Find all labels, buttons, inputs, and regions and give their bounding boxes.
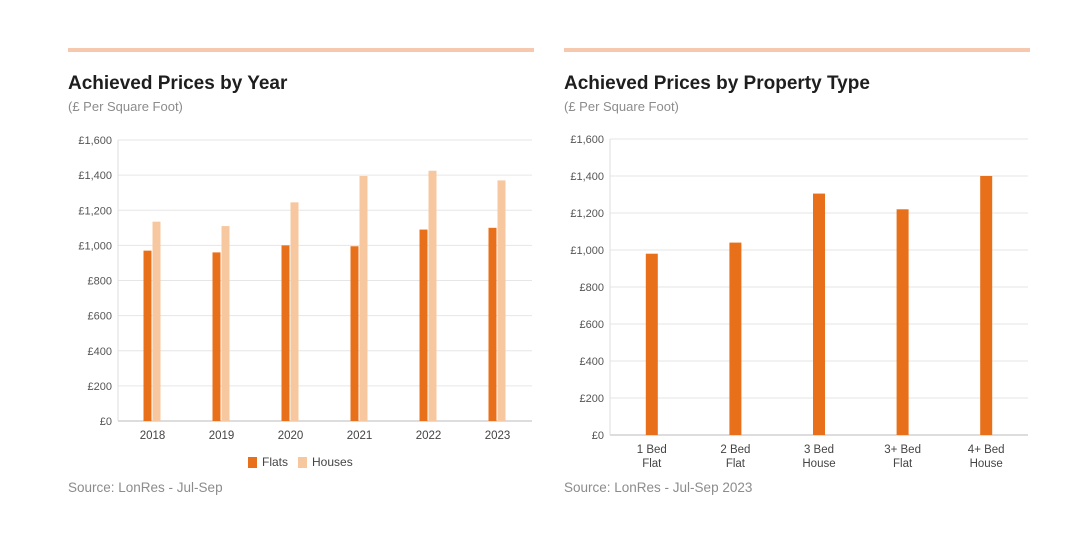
chart-panel-by-property-type: Achieved Prices by Property Type (£ Per … — [564, 0, 1034, 540]
y-tick-label: £600 — [88, 311, 112, 323]
y-tick-label: £1,000 — [570, 245, 604, 257]
y-tick-label: £1,400 — [78, 170, 112, 182]
x-tick-label: 2019 — [209, 430, 235, 442]
y-tick-label: £800 — [88, 276, 112, 288]
source-note: Source: LonRes - Jul-Sep — [68, 480, 223, 495]
bar-chart-by-year: £0 £200 £400 £600 £800 £1,000 £1,200 £1,400 £1,6… — [78, 135, 532, 442]
chart-subtitle: (£ Per Square Foot) — [564, 99, 679, 114]
bar — [729, 242, 742, 435]
x-tick-label: 2 Bed — [720, 444, 750, 456]
bar — [488, 227, 497, 421]
legend-swatch-flats — [248, 456, 257, 468]
x-tick-label: 2018 — [140, 430, 166, 442]
chart-subtitle: (£ Per Square Foot) — [68, 99, 183, 114]
bar — [281, 245, 290, 421]
chart-title: Achieved Prices by Property Type — [564, 73, 870, 94]
bar — [497, 180, 506, 421]
bar-chart-by-property-type: £0 £200 £400 £600 £800 £1,000 £1,200 £1,400 £1,6… — [570, 134, 1028, 470]
y-tick-label: £1,000 — [78, 240, 112, 252]
bar — [152, 221, 161, 421]
bar — [290, 202, 299, 421]
bar — [980, 176, 993, 435]
x-tick-label: 4+ Bed — [968, 444, 1005, 456]
bar — [813, 193, 825, 435]
source-note: Source: LonRes - Jul-Sep 2023 — [564, 480, 753, 495]
x-tick-label: 2023 — [485, 430, 511, 442]
y-tick-label: £0 — [100, 416, 112, 428]
x-tick-label: 1 Bed — [637, 444, 667, 456]
y-tick-label: £200 — [580, 393, 604, 405]
y-tick-label: £0 — [592, 430, 604, 442]
y-tick-label: £200 — [88, 381, 112, 393]
y-tick-label: £600 — [580, 319, 604, 331]
bar — [212, 252, 221, 421]
x-tick-label: House — [802, 458, 835, 470]
x-tick-label: 2022 — [416, 430, 442, 442]
y-tick-label: £1,200 — [570, 208, 604, 220]
legend-label-houses: Houses — [312, 455, 353, 469]
y-tick-label: £1,200 — [78, 205, 112, 217]
legend-item-flats: Flats — [248, 455, 288, 469]
bar — [143, 250, 152, 421]
x-tick-label: Flat — [642, 458, 662, 470]
legend-label-flats: Flats — [262, 455, 289, 469]
y-tick-label: £800 — [580, 282, 604, 294]
y-tick-label: £1,600 — [78, 135, 112, 147]
chart-panel-by-year: Achieved Prices by Year (£ Per Square Fo… — [68, 0, 538, 540]
bar — [350, 246, 359, 421]
legend-swatch-houses — [298, 456, 308, 468]
legend: Flats Houses — [248, 455, 353, 469]
y-tick-label: £400 — [88, 346, 112, 358]
bar — [896, 209, 909, 435]
y-tick-label: £400 — [580, 356, 604, 368]
chart-title: Achieved Prices by Year — [68, 73, 288, 94]
y-tick-label: £1,400 — [570, 171, 604, 183]
x-tick-label: 2021 — [347, 430, 373, 442]
legend-item-houses: Houses — [298, 455, 353, 469]
bar — [419, 229, 428, 421]
x-tick-label: 3+ Bed — [884, 444, 921, 456]
x-tick-label: 2020 — [278, 430, 304, 442]
top-rule — [68, 48, 534, 52]
bar — [645, 253, 658, 435]
x-tick-label: Flat — [726, 458, 746, 470]
bar — [221, 226, 230, 421]
bar — [359, 176, 368, 421]
x-tick-label: House — [970, 458, 1003, 470]
x-tick-label: Flat — [893, 458, 913, 470]
bar — [428, 170, 437, 421]
x-tick-label: 3 Bed — [804, 444, 834, 456]
top-rule — [564, 48, 1030, 52]
y-tick-label: £1,600 — [570, 134, 604, 146]
